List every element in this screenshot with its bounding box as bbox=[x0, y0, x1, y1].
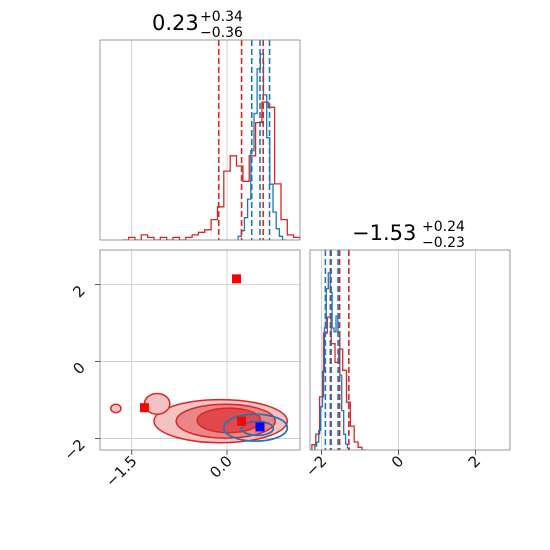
title-1-median: 0.23 bbox=[152, 11, 199, 35]
marker-blue-0 bbox=[255, 422, 265, 432]
contour-blue-0 bbox=[222, 413, 289, 443]
title-1-minus: −0.36 bbox=[200, 25, 243, 41]
contour-red-island-1 bbox=[110, 403, 122, 414]
title-2-minus: −0.23 bbox=[422, 235, 465, 251]
ytick-2-label-1: 0 bbox=[69, 359, 88, 378]
xtick-2-label-1: 0 bbox=[388, 452, 407, 471]
title-1-plus: +0.34 bbox=[200, 9, 243, 25]
marker-red-1 bbox=[139, 403, 149, 413]
xtick-2-label-2: 2 bbox=[465, 452, 484, 471]
histogram-param-2 bbox=[309, 249, 511, 451]
xtick-1-label-1: 0.0 bbox=[206, 452, 236, 482]
ytick-2-label-2: 2 bbox=[69, 282, 88, 301]
joint-series bbox=[110, 274, 289, 444]
title-2-median: −1.53 bbox=[352, 221, 416, 245]
joint-density-panel bbox=[99, 249, 301, 451]
contour-blue-1 bbox=[240, 420, 275, 437]
tick-labels: −1.5 0.0 −2 0 2 −2 0 2 bbox=[60, 282, 484, 491]
xtick-1-label-0: −1.5 bbox=[102, 452, 140, 490]
hist-1-frame bbox=[99, 39, 301, 241]
xtick-2-label-0: −2 bbox=[302, 452, 330, 480]
hist-2-blue bbox=[314, 272, 351, 450]
hist-1-series bbox=[122, 40, 300, 240]
ytick-2-label-0: −2 bbox=[60, 436, 88, 464]
hist-2-series bbox=[311, 250, 366, 450]
hist-2-frame bbox=[309, 249, 511, 451]
joint-frame bbox=[99, 249, 301, 451]
marker-red-2 bbox=[237, 416, 247, 426]
histogram-param-1 bbox=[99, 39, 301, 241]
title-param-1: 0.23 +0.34 −0.36 bbox=[152, 9, 243, 41]
hist-1-red bbox=[122, 101, 300, 240]
title-2-plus: +0.24 bbox=[422, 219, 465, 235]
hist-1-blue bbox=[237, 53, 286, 240]
title-param-2: −1.53 +0.24 −0.23 bbox=[352, 219, 465, 251]
marker-red-0 bbox=[232, 274, 242, 284]
